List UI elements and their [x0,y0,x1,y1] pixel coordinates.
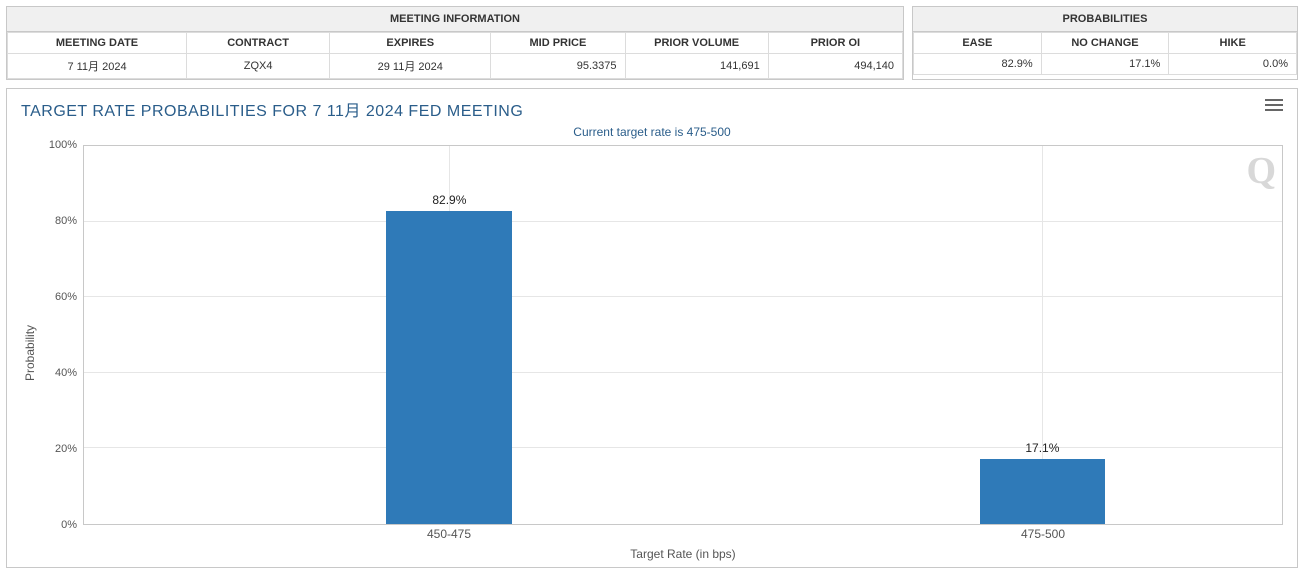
cell-hike: 0.0% [1169,54,1297,75]
y-tick: 0% [61,519,77,531]
probabilities-title: PROBABILITIES [913,7,1297,32]
x-tick: 450-475 [427,527,471,541]
y-tick: 40% [55,367,77,379]
plot-wrap: Probability 0%20%40%60%80%100% Q 82.9%17… [21,145,1283,561]
meeting-info-title: MEETING INFORMATION [7,7,903,32]
y-tick: 60% [55,291,77,303]
cell-expires: 29 11月 2024 [330,54,491,79]
meeting-info-table: MEETING DATECONTRACTEXPIRESMID PRICEPRIO… [7,32,903,79]
cell-prior-oi: 494,140 [768,54,902,79]
y-tick: 100% [49,139,77,151]
chart-subtitle: Current target rate is 475-500 [21,125,1283,139]
probabilities-table: EASENO CHANGEHIKE 82.9% 17.1% 0.0% [913,32,1297,75]
bar [980,459,1106,524]
cell-ease: 82.9% [914,54,1042,75]
chart-title: TARGET RATE PROBABILITIES FOR 7 11月 2024… [21,97,523,121]
meeting-info-data-row: 7 11月 2024 ZQX4 29 11月 2024 95.3375 141,… [8,54,903,79]
cell-contract: ZQX4 [187,54,330,79]
y-tick: 80% [55,215,77,227]
meeting-info-header: PRIOR OI [768,33,902,54]
y-axis-label: Probability [21,145,39,561]
meeting-info-header: MEETING DATE [8,33,187,54]
watermark-q-icon: Q [1246,152,1276,190]
probabilities-panel: PROBABILITIES EASENO CHANGEHIKE 82.9% 17… [912,6,1298,80]
meeting-info-panel: MEETING INFORMATION MEETING DATECONTRACT… [6,6,904,80]
meeting-info-header: CONTRACT [187,33,330,54]
meeting-info-header: MID PRICE [491,33,625,54]
probabilities-header: EASE [914,33,1042,54]
cell-prior-volume: 141,691 [625,54,768,79]
bar [386,211,512,524]
meeting-info-header: EXPIRES [330,33,491,54]
cell-mid-price: 95.3375 [491,54,625,79]
probabilities-header: HIKE [1169,33,1297,54]
probabilities-header-row: EASENO CHANGEHIKE [914,33,1297,54]
top-row: MEETING INFORMATION MEETING DATECONTRACT… [6,6,1298,80]
plot-area: Q 82.9% 17.1% [83,145,1283,525]
hamburger-menu-icon[interactable] [1265,97,1283,113]
cell-no-change: 17.1% [1041,54,1169,75]
chart-header: TARGET RATE PROBABILITIES FOR 7 11月 2024… [21,97,1283,121]
probabilities-header: NO CHANGE [1041,33,1169,54]
y-tick-column: 0%20%40%60%80%100% [39,145,83,525]
chart-panel: TARGET RATE PROBABILITIES FOR 7 11月 2024… [6,88,1298,568]
cell-meeting-date: 7 11月 2024 [8,54,187,79]
bar-value-label: 17.1% [982,441,1102,455]
x-tick-row: 450-475 475-500 [83,525,1283,543]
y-tick: 20% [55,443,77,455]
probabilities-data-row: 82.9% 17.1% 0.0% [914,54,1297,75]
meeting-info-header: PRIOR VOLUME [625,33,768,54]
bar-value-label: 82.9% [389,193,509,207]
meeting-info-header-row: MEETING DATECONTRACTEXPIRESMID PRICEPRIO… [8,33,903,54]
x-tick: 475-500 [1021,527,1065,541]
x-axis-label: Target Rate (in bps) [83,547,1283,561]
